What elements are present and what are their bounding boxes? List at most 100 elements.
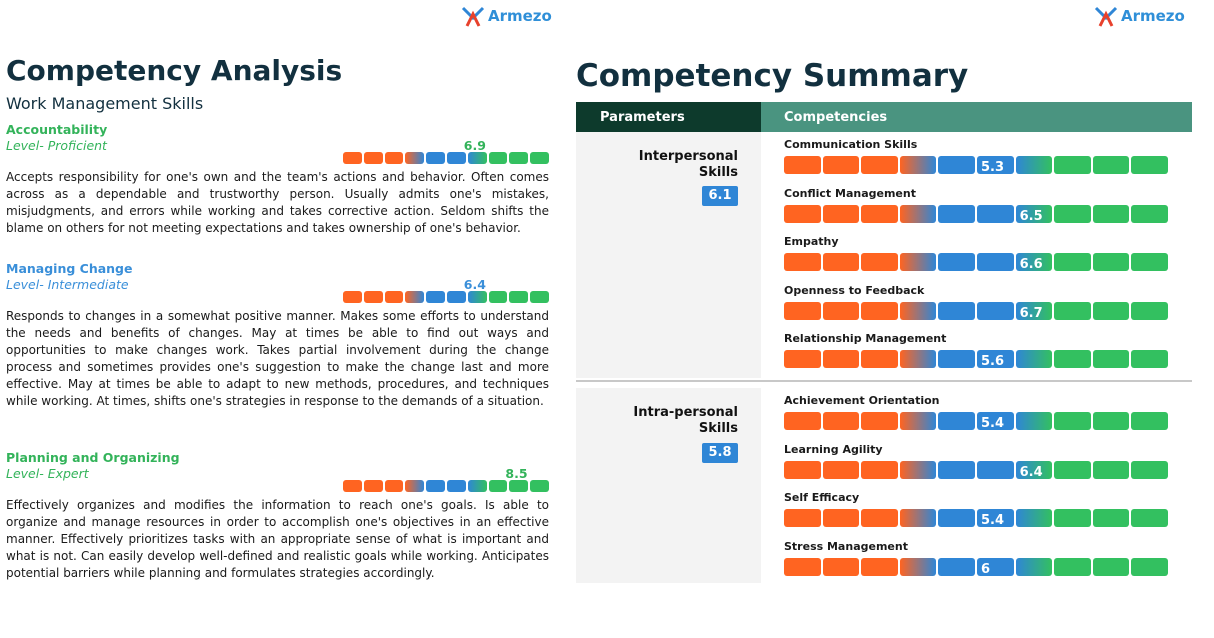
bar-segment bbox=[977, 460, 1014, 479]
bar-segment bbox=[488, 152, 508, 164]
brand-name: Armezo bbox=[1121, 7, 1185, 25]
competency-item-name: Conflict Management bbox=[784, 186, 916, 200]
score-bar: 6.7 bbox=[784, 301, 1168, 321]
competency-score: 6.9 bbox=[463, 138, 486, 153]
bar-segment bbox=[899, 509, 937, 527]
bar-segment bbox=[938, 204, 975, 223]
bar-score-label: 6.4 bbox=[1019, 464, 1043, 480]
bar-segment bbox=[1092, 156, 1130, 174]
summary-table-header: Parameters Competencies bbox=[576, 102, 1192, 132]
competency-item-name: Stress Management bbox=[784, 539, 908, 553]
score-bar: 6 bbox=[784, 557, 1168, 577]
bar-segment bbox=[899, 204, 937, 223]
bar-segment bbox=[1054, 204, 1091, 223]
competency-block-planning-and-organizing: Planning and Organizing Level- Expert 8.… bbox=[6, 450, 549, 580]
bar-segment bbox=[938, 301, 975, 320]
competency-name: Managing Change bbox=[6, 261, 133, 276]
bar-segment bbox=[938, 460, 975, 479]
bar-segment bbox=[899, 301, 937, 320]
competency-item: Self Efficacy 5.4 bbox=[784, 491, 1168, 528]
bar-segment bbox=[530, 480, 549, 492]
group-name-line2: Skills bbox=[698, 165, 738, 180]
page-title: Competency Summary bbox=[576, 58, 969, 94]
group-divider bbox=[576, 380, 1192, 382]
bar-segment bbox=[938, 412, 975, 430]
bar-segment bbox=[384, 152, 404, 164]
bar-segment bbox=[1015, 509, 1053, 527]
bar-segment bbox=[977, 301, 1014, 320]
competency-description: Accepts responsibility for one's own and… bbox=[6, 170, 549, 235]
bar-segment bbox=[1015, 412, 1053, 430]
brand-name: Armezo bbox=[488, 7, 552, 25]
group-score-badge: 5.8 bbox=[702, 443, 738, 463]
competency-item-name: Achievement Orientation bbox=[784, 394, 940, 407]
group-name: Interpersonal Skills bbox=[576, 149, 738, 181]
bar-segment bbox=[363, 291, 383, 303]
score-bar bbox=[343, 291, 549, 303]
bar-segment bbox=[822, 350, 860, 368]
bar-segment bbox=[938, 350, 975, 368]
competency-item: Conflict Management 6.5 bbox=[784, 186, 1168, 224]
bar-segment bbox=[426, 480, 445, 492]
competency-item-name: Empathy bbox=[784, 235, 839, 248]
competency-level: Level- Intermediate bbox=[6, 277, 129, 292]
bar-segment bbox=[1015, 350, 1053, 368]
competency-item: Stress Management 6 bbox=[784, 539, 1168, 577]
competency-item: Learning Agility 6.4 bbox=[784, 442, 1168, 480]
competency-item-name: Self Efficacy bbox=[784, 491, 860, 504]
bar-segment bbox=[1054, 301, 1091, 320]
group-name-line2: Skills bbox=[698, 421, 738, 436]
header-parameters: Parameters bbox=[576, 102, 761, 132]
bar-segment bbox=[899, 557, 937, 576]
bar-segment bbox=[509, 291, 529, 303]
bar-segment bbox=[899, 253, 937, 271]
armezo-logo: Armezo bbox=[461, 4, 552, 28]
bar-segment bbox=[784, 557, 821, 576]
bar-segment bbox=[784, 350, 821, 368]
bar-segment bbox=[1092, 557, 1130, 576]
bar-segment bbox=[1131, 412, 1168, 430]
bar-segment bbox=[784, 460, 821, 479]
bar-segment bbox=[977, 509, 1014, 527]
bar-segment bbox=[1015, 156, 1053, 174]
bar-segment bbox=[861, 350, 898, 368]
group-name: Intra-personal Skills bbox=[576, 405, 738, 437]
competency-item-name: Learning Agility bbox=[784, 442, 883, 456]
bar-segment bbox=[384, 291, 404, 303]
bar-segment bbox=[405, 152, 425, 164]
bar-score-label: 6 bbox=[981, 561, 991, 577]
bar-segment bbox=[861, 301, 898, 320]
bar-segment bbox=[509, 152, 529, 164]
competency-score: 6.4 bbox=[463, 277, 486, 292]
bar-segment bbox=[861, 509, 898, 527]
bar-segment bbox=[1054, 156, 1091, 174]
bar-score-label: 5.6 bbox=[981, 354, 1005, 369]
bar-segment bbox=[530, 152, 549, 164]
bar-segment bbox=[1131, 460, 1168, 479]
bar-segment bbox=[1131, 557, 1168, 576]
bar-segment bbox=[1054, 460, 1091, 479]
bar-segment bbox=[1131, 156, 1168, 174]
bar-segment bbox=[405, 291, 425, 303]
bar-segment bbox=[1092, 412, 1130, 430]
competency-item: Achievement Orientation 5.4 bbox=[784, 394, 1168, 431]
competency-item: Openness to Feedback 6.7 bbox=[784, 284, 1168, 321]
competency-item: Communication Skills 5.3 bbox=[784, 138, 1168, 175]
bar-segment bbox=[530, 291, 549, 303]
competency-description: Effectively organizes and modifies the i… bbox=[6, 498, 549, 580]
bar-segment bbox=[938, 253, 975, 271]
armezo-logo: Armezo bbox=[1094, 4, 1185, 28]
bar-score-label: 5.4 bbox=[981, 513, 1005, 528]
page-title: Competency Analysis bbox=[6, 54, 343, 87]
bar-segment bbox=[343, 480, 362, 492]
bar-segment bbox=[938, 557, 975, 576]
bar-segment bbox=[822, 253, 860, 271]
competency-description: Responds to changes in a somewhat positi… bbox=[6, 309, 549, 408]
group-name-line1: Interpersonal bbox=[638, 149, 738, 164]
section-subtitle: Work Management Skills bbox=[6, 94, 204, 113]
bar-segment bbox=[822, 301, 860, 320]
bar-segment bbox=[784, 156, 821, 174]
bar-segment bbox=[784, 253, 821, 271]
bar-segment bbox=[861, 557, 898, 576]
bar-segment bbox=[822, 509, 860, 527]
